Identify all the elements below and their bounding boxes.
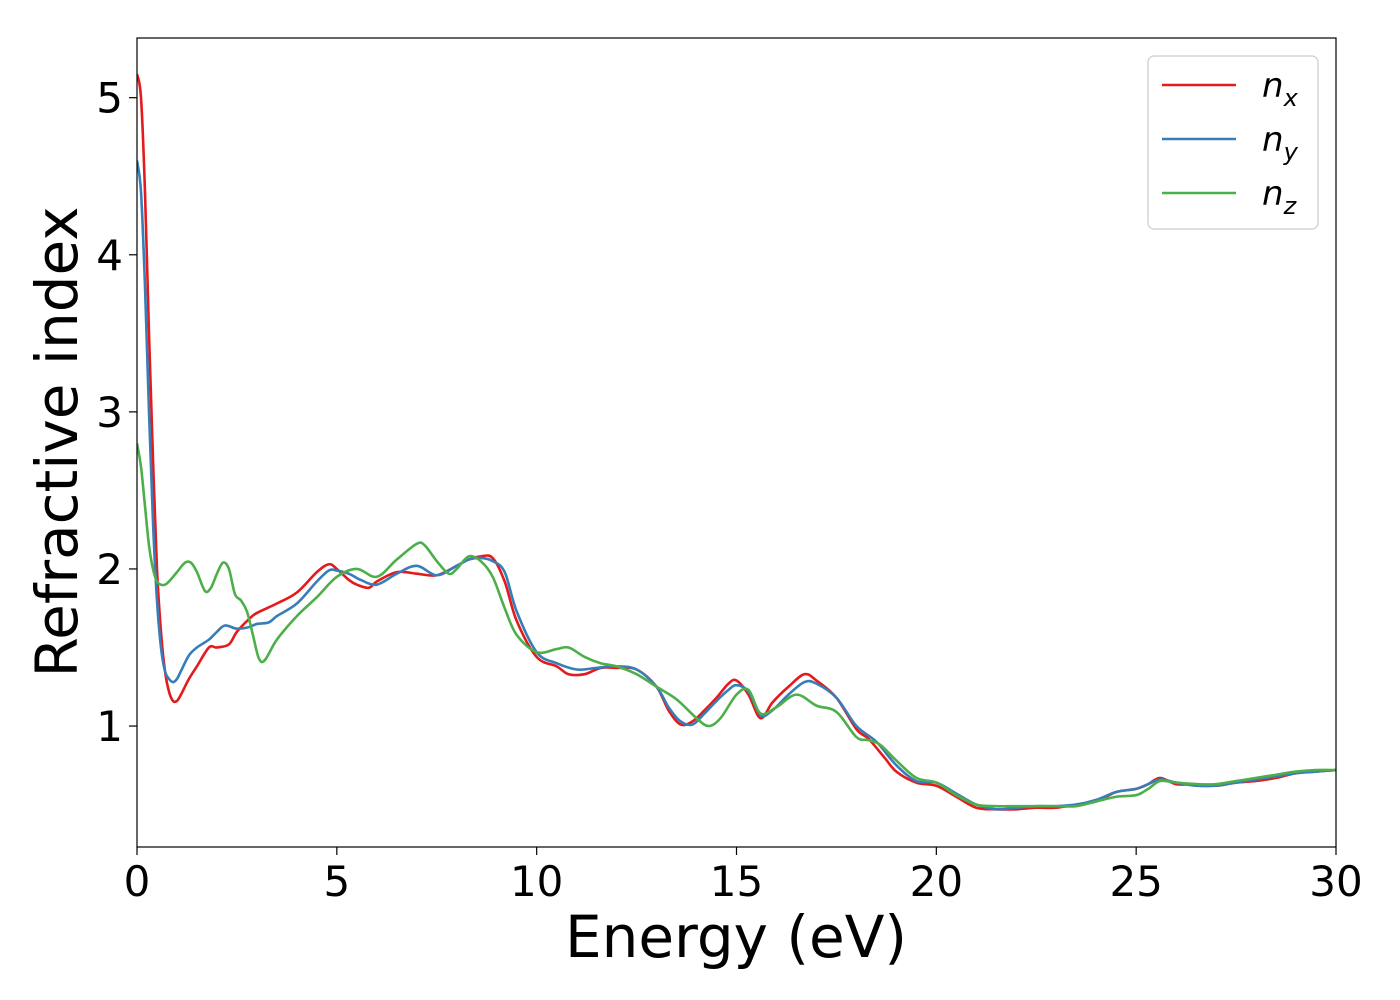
legend-box — [1147, 55, 1319, 230]
x-tick-label: 20 — [910, 857, 963, 906]
x-tick-label: 0 — [124, 857, 151, 906]
legend-label-x: nx — [1262, 66, 1299, 112]
legend-label-subscript: x — [1283, 84, 1299, 112]
y-tick-label: 2 — [96, 545, 123, 594]
legend-label-base: n — [1262, 120, 1284, 160]
y-tick-label: 5 — [96, 74, 123, 123]
legend-label-y: ny — [1262, 120, 1299, 166]
y-tick-label: 4 — [96, 231, 123, 280]
plot-background — [137, 38, 1336, 847]
legend-label-subscript: y — [1283, 138, 1299, 166]
legend-label-base: n — [1262, 174, 1284, 214]
y-axis: 1 2 3 4 5 — [96, 74, 137, 751]
series-layer — [137, 73, 1336, 811]
y-tick-label: 3 — [96, 388, 123, 437]
x-axis: 0 5 10 15 20 25 30 — [124, 847, 1363, 906]
y-axis-label: Refractive index — [23, 206, 91, 677]
x-tick-label: 25 — [1109, 857, 1162, 906]
legend-label-subscript: z — [1283, 192, 1298, 220]
x-tick-label: 30 — [1309, 857, 1362, 906]
x-tick-label: 10 — [510, 857, 563, 906]
x-axis-label: Energy (eV) — [565, 903, 907, 971]
legend-label-base: n — [1262, 66, 1284, 106]
x-tick-label: 5 — [323, 857, 350, 906]
legend-label-z: nz — [1262, 174, 1298, 220]
series-line-y — [137, 160, 1336, 811]
y-tick-label: 1 — [96, 702, 123, 751]
series-line-z — [137, 443, 1336, 808]
x-tick-label: 15 — [710, 857, 763, 906]
